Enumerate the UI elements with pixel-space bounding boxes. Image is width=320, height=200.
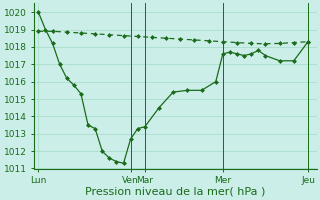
X-axis label: Pression niveau de la mer( hPa ): Pression niveau de la mer( hPa ) — [85, 187, 266, 197]
